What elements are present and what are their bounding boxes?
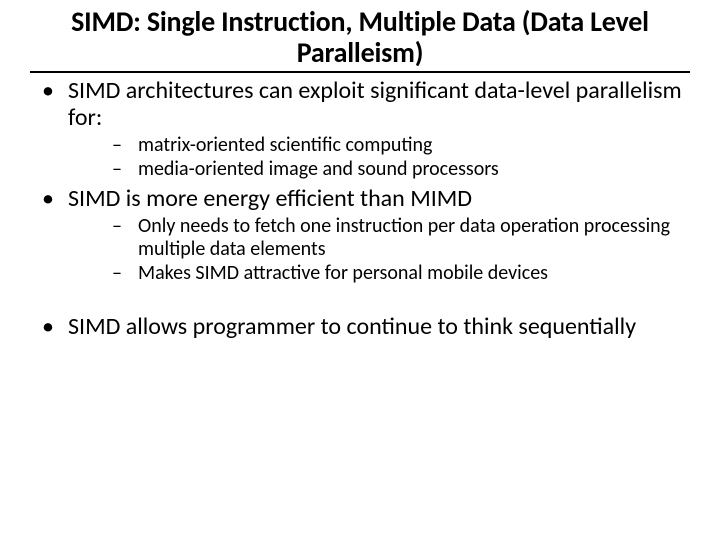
bullet-item: SIMD allows programmer to continue to th… [30,313,690,341]
sub-list: matrix-oriented scientific computing med… [68,134,690,181]
bullet-list: SIMD architectures can exploit significa… [30,77,690,341]
sub-item: Makes SIMD attractive for personal mobil… [68,262,690,286]
slide-title: SIMD: Single Instruction, Multiple Data … [30,6,690,73]
bullet-text: SIMD allows programmer to continue to th… [68,312,636,341]
bullet-item: SIMD is more energy efficient than MIMD … [30,185,690,285]
sub-item: Only needs to fetch one instruction per … [68,215,690,262]
sub-item: matrix-oriented scientific computing [68,134,690,158]
bullet-text: SIMD architectures can exploit significa… [68,76,682,133]
slide: SIMD: Single Instruction, Multiple Data … [0,0,720,540]
bullet-item: SIMD architectures can exploit significa… [30,77,690,181]
sub-list: Only needs to fetch one instruction per … [68,215,690,286]
bullet-text: SIMD is more energy efficient than MIMD [68,184,472,213]
sub-item: media-oriented image and sound processor… [68,158,690,182]
